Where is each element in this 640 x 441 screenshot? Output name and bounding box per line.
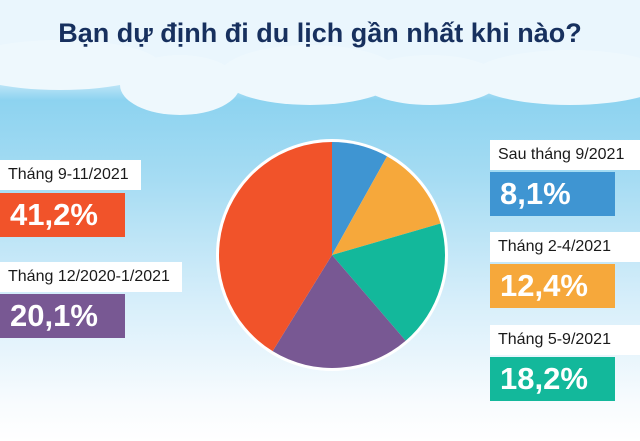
label-may-sep-2021: Tháng 5-9/2021 — [490, 325, 640, 355]
pie-slice-0 — [332, 142, 388, 255]
label-sep-nov-2021: Tháng 9-11/2021 — [0, 160, 141, 190]
label-feb-apr-2021: Tháng 2-4/2021 — [490, 232, 640, 262]
value-dec-2020-jan-2021: 20,1% — [0, 294, 125, 338]
label-dec-2020-jan-2021: Tháng 12/2020-1/2021 — [0, 262, 182, 292]
label-after-sep-2021: Sau tháng 9/2021 — [490, 140, 640, 170]
pie-slice-4 — [218, 142, 332, 352]
pie-slice-1 — [332, 156, 441, 255]
chart-title: Bạn dự định đi du lịch gần nhất khi nào? — [58, 18, 582, 48]
pie-slice-2 — [332, 223, 445, 341]
value-after-sep-2021: 8,1% — [490, 172, 615, 216]
value-feb-apr-2021: 12,4% — [490, 264, 615, 308]
value-may-sep-2021: 18,2% — [490, 357, 615, 401]
value-sep-nov-2021: 41,2% — [0, 193, 125, 237]
pie-slice-3 — [272, 255, 406, 368]
